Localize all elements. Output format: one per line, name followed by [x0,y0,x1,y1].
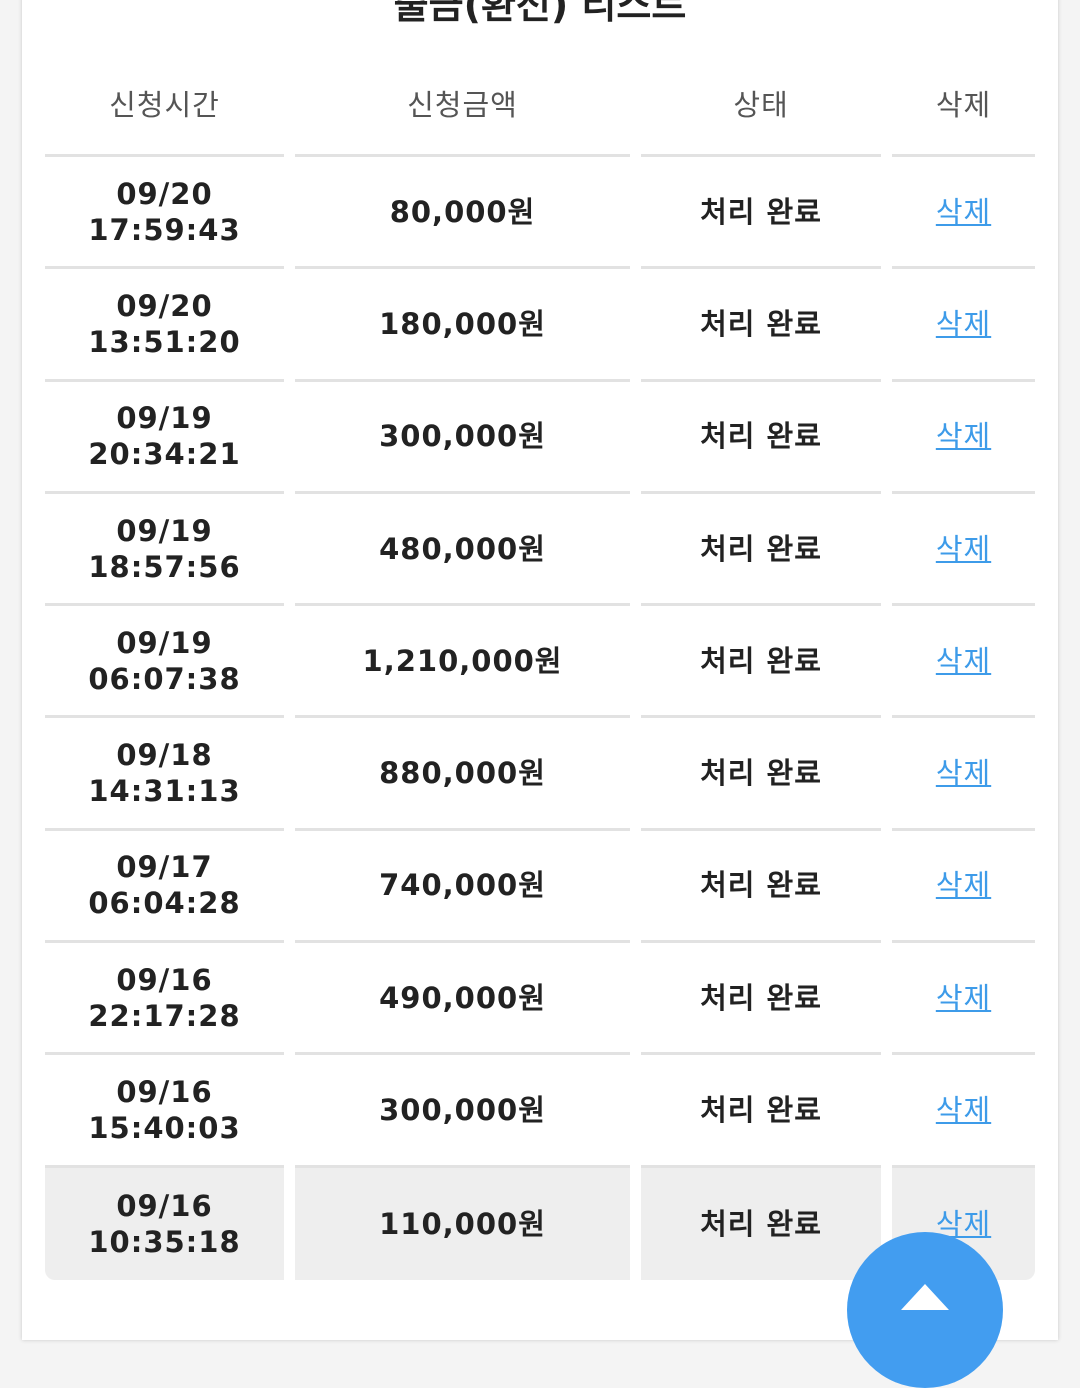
request-clock: 15:40:03 [88,1111,241,1146]
request-clock: 06:04:28 [88,886,241,921]
delete-link[interactable]: 삭제 [935,643,992,678]
delete-cell: 삭제 [892,718,1035,831]
table-row: 09/17 06:04:28 740,000원 처리 완료 삭제 [45,831,1035,944]
request-clock: 13:51:20 [88,324,241,359]
request-date: 09/18 [116,738,213,773]
status-text: 처리 완료 [641,157,881,270]
request-amount: 490,000원 [295,943,630,1056]
request-amount: 80,000원 [295,157,630,270]
request-time: 09/20 13:51:20 [45,269,284,382]
status-text: 처리 완료 [641,382,881,494]
table-row: 09/20 13:51:20 180,000원 처리 완료 삭제 [45,269,1035,382]
withdrawal-list-card: 출금(환전) 리스트 신청시간 신청금액 상태 삭제 09/20 17:59:43… [22,0,1058,1340]
status-text: 처리 완료 [641,269,881,382]
request-time: 09/19 18:57:56 [45,494,284,607]
request-clock: 18:57:56 [88,549,241,584]
request-amount: 180,000원 [295,269,630,382]
request-time: 09/20 17:59:43 [45,157,284,270]
request-time: 09/16 22:17:28 [45,943,284,1056]
request-amount: 880,000원 [295,718,630,831]
delete-link[interactable]: 삭제 [935,980,992,1015]
delete-link[interactable]: 삭제 [935,1093,992,1128]
table-row: 09/19 06:07:38 1,210,000원 처리 완료 삭제 [45,606,1035,719]
delete-link[interactable]: 삭제 [935,531,992,566]
request-time: 09/17 06:04:28 [45,831,284,944]
delete-link[interactable]: 삭제 [935,756,992,791]
request-time: 09/19 20:34:21 [45,382,284,494]
request-date: 09/16 [116,1188,213,1223]
request-date: 09/16 [116,962,213,997]
request-clock: 22:17:28 [88,998,241,1033]
request-amount: 740,000원 [295,831,630,944]
chevron-up-icon [901,1284,949,1310]
delete-cell: 삭제 [892,157,1035,270]
table-row: 09/20 17:59:43 80,000원 처리 완료 삭제 [45,157,1035,270]
delete-cell: 삭제 [892,1055,1035,1168]
delete-link[interactable]: 삭제 [935,419,992,454]
delete-cell: 삭제 [892,943,1035,1056]
request-time: 09/16 15:40:03 [45,1055,284,1168]
table-header: 신청시간 신청금액 상태 삭제 [45,55,1035,157]
delete-link[interactable]: 삭제 [935,306,992,341]
request-date: 09/20 [116,176,213,211]
delete-cell: 삭제 [892,831,1035,944]
table-row: 09/19 18:57:56 480,000원 처리 완료 삭제 [45,494,1035,607]
request-amount: 1,210,000원 [295,606,630,719]
column-header-status: 상태 [641,55,881,157]
request-date: 09/19 [116,513,213,548]
request-date: 09/19 [116,625,213,660]
delete-cell: 삭제 [892,494,1035,607]
request-amount: 110,000원 [295,1167,630,1280]
request-date: 09/19 [116,401,213,436]
status-text: 처리 완료 [641,1167,881,1280]
request-date: 09/16 [116,1075,213,1110]
request-time: 09/18 14:31:13 [45,718,284,831]
request-clock: 14:31:13 [88,774,241,809]
delete-cell: 삭제 [892,269,1035,382]
status-text: 처리 완료 [641,606,881,719]
table-row: 09/16 15:40:03 300,000원 처리 완료 삭제 [45,1055,1035,1168]
delete-cell: 삭제 [892,382,1035,494]
table-row: 09/18 14:31:13 880,000원 처리 완료 삭제 [45,718,1035,831]
status-text: 처리 완료 [641,494,881,607]
delete-cell: 삭제 [892,606,1035,719]
status-text: 처리 완료 [641,1055,881,1168]
request-time: 09/16 10:35:18 [45,1167,284,1280]
request-amount: 300,000원 [295,1055,630,1168]
withdrawal-table: 신청시간 신청금액 상태 삭제 09/20 17:59:43 80,000원 처리 완… [45,55,1035,1280]
status-text: 처리 완료 [641,943,881,1056]
column-header-delete: 삭제 [892,55,1035,157]
scroll-top-button[interactable] [847,1232,1003,1388]
request-date: 09/17 [116,850,213,885]
request-clock: 17:59:43 [88,212,241,247]
table-row: 09/19 20:34:21 300,000원 처리 완료 삭제 [45,382,1035,494]
column-header-amount: 신청금액 [295,55,630,157]
request-amount: 480,000원 [295,494,630,607]
table-row: 09/16 22:17:28 490,000원 처리 완료 삭제 [45,943,1035,1056]
request-clock: 06:07:38 [88,661,241,696]
delete-link[interactable]: 삭제 [935,868,992,903]
request-amount: 300,000원 [295,382,630,494]
request-clock: 10:35:18 [88,1224,241,1259]
request-date: 09/20 [116,288,213,323]
status-text: 처리 완료 [641,831,881,944]
delete-link[interactable]: 삭제 [935,194,992,229]
status-text: 처리 완료 [641,718,881,831]
request-time: 09/19 06:07:38 [45,606,284,719]
column-header-time: 신청시간 [45,55,284,157]
page-title: 출금(환전) 리스트 [393,0,687,27]
request-clock: 20:34:21 [88,437,241,472]
